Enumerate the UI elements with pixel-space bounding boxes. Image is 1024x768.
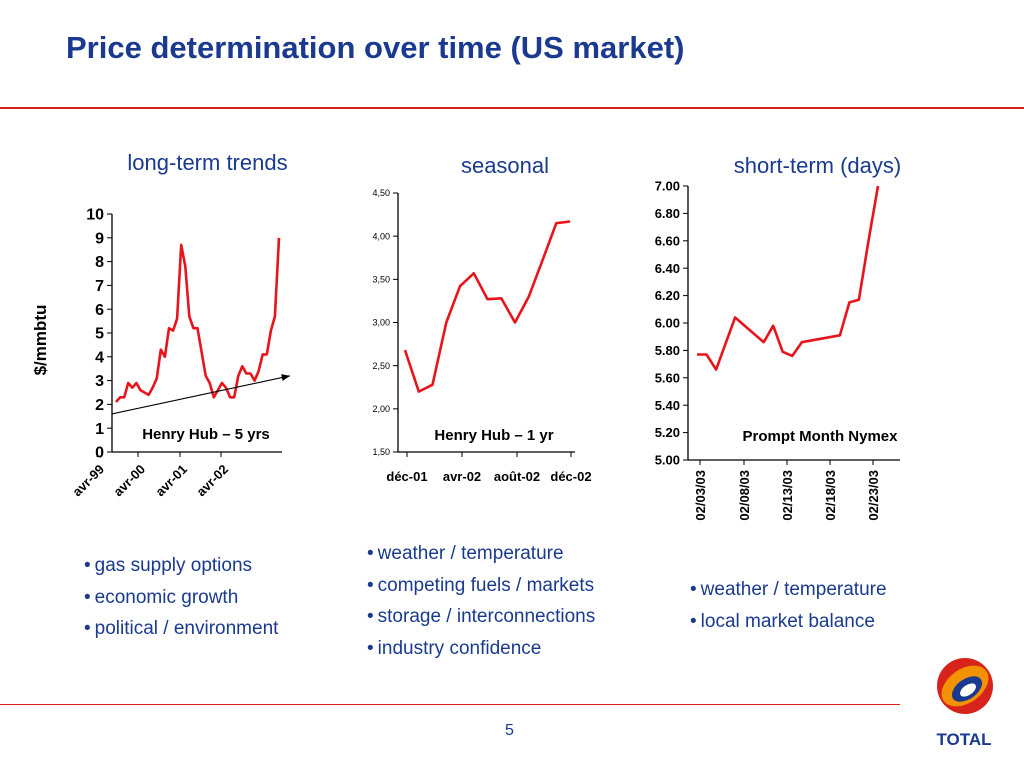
y-tick-label: 3,00	[372, 318, 390, 328]
x-tick-label: avr-00	[110, 462, 148, 500]
y-tick-label: 5.40	[655, 398, 680, 413]
x-tick-label: 02/13/03	[780, 470, 795, 521]
bullet-item: weather / temperature	[367, 543, 595, 575]
x-tick-label: 02/03/03	[693, 470, 708, 521]
y-tick-label: 6.00	[655, 316, 680, 331]
x-tick-label: avr-99	[69, 462, 107, 500]
bullet-item: competing fuels / markets	[367, 575, 595, 607]
y-axis-label: $/mmbtu	[31, 305, 50, 376]
y-tick-label: 1	[95, 421, 104, 438]
y-tick-label: 2,00	[372, 404, 390, 414]
x-tick-label: 02/23/03	[866, 470, 881, 521]
trend-arrowhead	[281, 374, 290, 382]
y-tick-label: 6.80	[655, 206, 680, 221]
seasonal-chart: 1,50 2,00 2,50 3,00 3,50 4,00 4,50 déc-01 avr-02…	[372, 188, 591, 484]
chart-annotation: Henry Hub – 5 yrs	[142, 426, 270, 443]
logo-wordmark: TOTAL	[936, 730, 991, 748]
y-tick-label: 6.60	[655, 233, 680, 248]
bullet-item: weather / temperature	[690, 579, 887, 611]
y-tick-label: 0	[95, 445, 104, 462]
bullet-list-short-term: weather / temperature local market balan…	[690, 579, 887, 642]
y-tick-label: 1,50	[372, 447, 390, 457]
footer-divider	[0, 704, 900, 705]
y-tick-label: 4	[95, 349, 104, 366]
title-divider	[0, 107, 1024, 109]
bullet-item: industry confidence	[367, 638, 595, 670]
y-tick-label: 4,50	[372, 188, 390, 198]
y-tick-label: 6.40	[655, 261, 680, 276]
y-tick-label: 2,50	[372, 361, 390, 371]
y-tick-label: 3	[95, 373, 104, 390]
bullet-item: local market balance	[690, 611, 887, 643]
y-tick-label: 5.80	[655, 343, 680, 358]
bullet-list-long-term: gas supply options economic growth polit…	[84, 555, 279, 650]
y-tick-label: 5.00	[655, 453, 680, 468]
chart-annotation: Prompt Month Nymex	[742, 428, 898, 445]
x-tick-label: déc-02	[550, 469, 591, 484]
x-tick-label: avr-02	[193, 462, 231, 500]
panel-heading-seasonal: seasonal	[460, 153, 550, 178]
series-line	[115, 237, 281, 403]
bullet-item: gas supply options	[84, 555, 278, 587]
y-tick-label: 6.20	[655, 288, 680, 303]
y-tick-label: 6	[95, 302, 104, 319]
panel-heading-long-term: long-term trends	[127, 150, 288, 175]
chart-annotation: Henry Hub – 1 yr	[434, 427, 553, 444]
bullet-item: storage / interconnections	[367, 606, 596, 638]
y-tick-label: 4,00	[372, 231, 390, 241]
x-tick-label: août-02	[494, 469, 540, 484]
y-tick-label: 5.60	[655, 370, 680, 385]
short-term-chart: 5.00 5.20 5.40 5.60 5.80 6.00 6.20 6.40 6.60 6.80…	[655, 179, 900, 521]
y-tick-label: 8	[95, 254, 104, 271]
x-tick-label: avr-02	[443, 469, 481, 484]
trend-arrow	[111, 375, 291, 415]
x-tick-label: 02/08/03	[737, 470, 752, 521]
series-line	[697, 185, 880, 371]
y-tick-label: 7.00	[655, 179, 680, 194]
x-tick-label: déc-01	[386, 469, 427, 484]
bullet-list-seasonal: weather / temperature competing fuels / …	[367, 543, 596, 670]
panel-heading-short-term: short-term (days)	[733, 153, 902, 178]
page-title: Price determination over time (US market…	[66, 30, 685, 65]
y-tick-label: 10	[86, 207, 104, 224]
page-number: 5	[505, 722, 514, 739]
y-tick-label: 2	[95, 397, 104, 414]
long-term-chart: 0 1 2 3 4 5 6 7 8 9 10 avr-99 avr-00 avr-01 avr-02 $/mm…	[31, 207, 291, 500]
x-tick-label: avr-01	[152, 462, 190, 500]
y-tick-label: 9	[95, 230, 104, 247]
series-line	[403, 220, 571, 393]
y-tick-label: 5.20	[655, 425, 680, 440]
y-tick-label: 3,50	[372, 274, 390, 284]
y-tick-label: 7	[95, 278, 104, 295]
total-logo: TOTAL	[936, 658, 993, 748]
bullet-item: economic growth	[84, 587, 278, 619]
bullet-item: political / environment	[84, 618, 279, 650]
y-tick-label: 5	[95, 326, 104, 343]
x-tick-label: 02/18/03	[823, 470, 838, 521]
